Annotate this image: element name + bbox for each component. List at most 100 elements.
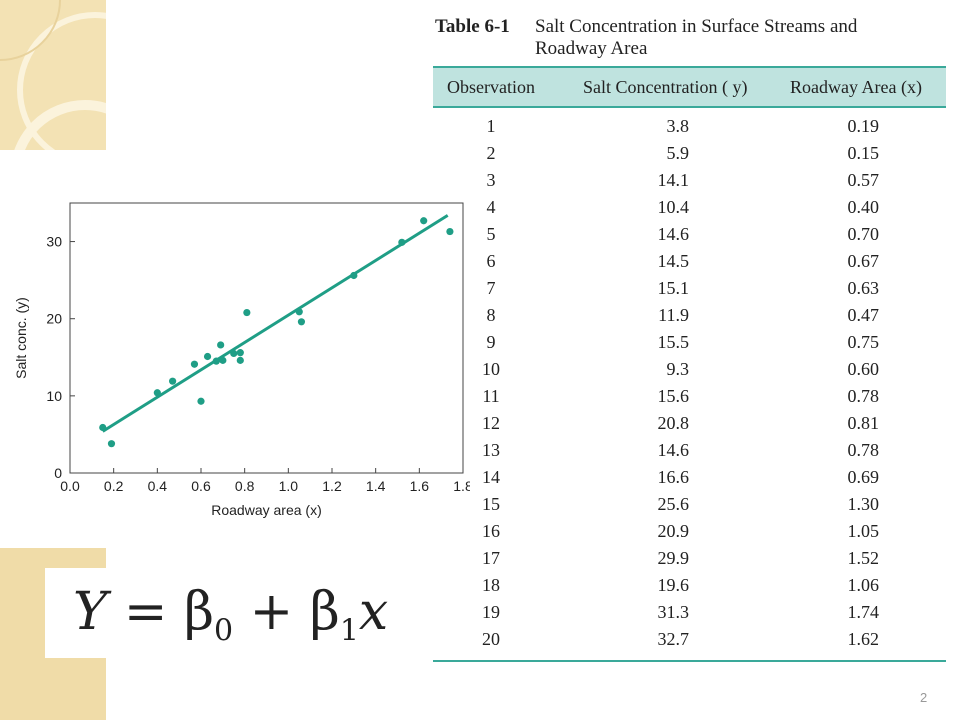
cell-salt-concentration: 14.1: [657, 170, 690, 190]
cell-roadway-area: 0.69: [847, 467, 880, 487]
formula-beta0: β: [183, 582, 215, 642]
cell-observation: 15: [482, 494, 500, 514]
table-row: 2 5.9 0.15: [433, 143, 946, 170]
data-point: [107, 440, 116, 448]
cell-salt-concentration: 20.8: [657, 413, 690, 433]
x-tick-label: 1.6: [410, 478, 430, 494]
header-roadway-area: Roadway Area (x): [790, 77, 922, 97]
table-row: 6 14.5 0.67: [433, 251, 946, 278]
x-tick-label: 0.0: [60, 478, 80, 494]
table-row: 10 9.3 0.60: [433, 359, 946, 386]
data-point: [190, 360, 199, 368]
cell-observation: 20: [482, 629, 500, 649]
data-point: [203, 352, 212, 361]
scatter-chart: 0.0 0.2 0.4 0.6 0.8 1.0 1.2 1.4 1.6 1.8 0 10 20 30 Roa…: [13, 202, 470, 518]
table-row: 12 20.8 0.81: [433, 413, 946, 440]
data-point: [295, 308, 303, 316]
data-point: [350, 271, 358, 280]
cell-roadway-area: 1.30: [847, 494, 880, 514]
table-row: 17 29.9 1.52: [433, 548, 946, 575]
white-gap: [0, 150, 106, 548]
cell-observation: 1: [486, 116, 496, 136]
table-row: 1 3.8 0.19: [433, 116, 946, 143]
cell-salt-concentration: 3.8: [666, 116, 690, 136]
cell-observation: 10: [482, 359, 500, 379]
cell-salt-concentration: 15.6: [657, 386, 690, 406]
data-point: [398, 238, 406, 246]
cell-roadway-area: 1.52: [847, 548, 880, 568]
data-point: [153, 389, 161, 397]
y-tick-label: 0: [54, 465, 62, 481]
cell-observation: 8: [486, 305, 496, 325]
x-tick-label: 0.4: [148, 478, 168, 494]
cell-observation: 4: [486, 197, 496, 217]
x-tick-label: 1.0: [279, 478, 299, 494]
data-point: [99, 423, 107, 432]
data-point: [197, 397, 205, 405]
table-title: Salt Concentration in Surface Streams an…: [535, 16, 935, 60]
table-row: 13 14.6 0.78: [433, 440, 946, 467]
cell-roadway-area: 0.57: [847, 170, 880, 190]
formula-plus: +: [249, 582, 294, 642]
cell-salt-concentration: 32.7: [657, 629, 690, 649]
formula-beta1: β: [309, 582, 340, 642]
page-number: 2: [920, 690, 928, 705]
formula-lhs: Y: [73, 582, 108, 642]
cell-salt-concentration: 14.5: [657, 251, 690, 271]
data-point: [169, 377, 177, 385]
cell-observation: 12: [482, 413, 500, 433]
formula-var: x: [358, 582, 389, 642]
x-tick-label: 0.6: [191, 478, 211, 494]
table-row: 15 25.6 1.30: [433, 494, 946, 521]
cell-roadway-area: 1.05: [847, 521, 880, 541]
table-row: 11 15.6 0.78: [433, 386, 946, 413]
table-row: 3 14.1 0.57: [433, 170, 946, 197]
data-point: [297, 318, 306, 326]
cell-roadway-area: 0.47: [847, 305, 880, 325]
formula-sub1: 1: [339, 613, 359, 649]
table-row: 9 15.5 0.75: [433, 332, 946, 359]
cell-observation: 5: [486, 224, 496, 244]
cell-roadway-area: 0.67: [847, 251, 880, 271]
cell-salt-concentration: 15.1: [657, 278, 690, 298]
header-salt-concentration: Salt Concentration ( y): [583, 77, 748, 97]
cell-roadway-area: 0.19: [847, 116, 880, 136]
table-number: Table 6-1: [435, 16, 510, 37]
cell-observation: 18: [482, 575, 500, 595]
cell-salt-concentration: 14.6: [657, 224, 690, 244]
cell-roadway-area: 0.63: [847, 278, 880, 298]
cell-roadway-area: 1.74: [847, 602, 880, 622]
table-row: 14 16.6 0.69: [433, 467, 946, 494]
x-tick-label: 1.8: [453, 478, 470, 494]
data-point: [236, 349, 244, 357]
table-caption: Table 6-1 Salt Concentration in Surface …: [433, 12, 946, 62]
decorative-top-tile: [0, 0, 106, 150]
cell-salt-concentration: 16.6: [657, 467, 690, 487]
x-tick-label: 0.2: [104, 478, 124, 494]
cell-roadway-area: 0.75: [847, 332, 880, 352]
table-title-line2: Roadway Area: [535, 38, 648, 59]
table-row: 4 10.4 0.40: [433, 197, 946, 224]
y-tick-label: 20: [46, 311, 62, 327]
regression-formula-box: Y = β0 + β1x: [45, 568, 388, 658]
x-tick-label: 1.2: [322, 478, 342, 494]
data-point: [236, 356, 244, 364]
cell-observation: 7: [486, 278, 496, 298]
cell-roadway-area: 0.70: [847, 224, 880, 244]
cell-roadway-area: 0.78: [847, 440, 880, 460]
cell-salt-concentration: 9.3: [666, 359, 690, 379]
cell-salt-concentration: 11.9: [658, 305, 689, 325]
cell-observation: 6: [486, 251, 496, 271]
x-tick-label: 1.4: [366, 478, 386, 494]
data-point: [212, 357, 220, 365]
cell-salt-concentration: 5.9: [666, 143, 690, 163]
cell-observation: 3: [486, 170, 496, 190]
table-title-line1: Salt Concentration in Surface Streams an…: [535, 16, 858, 37]
data-point: [230, 349, 238, 358]
formula-equals: =: [123, 582, 168, 642]
regression-line: [101, 214, 449, 433]
cell-roadway-area: 0.81: [847, 413, 880, 433]
table-bottom-rule: [433, 660, 946, 662]
plot-frame: [69, 202, 464, 474]
table-row: 18 19.6 1.06: [433, 575, 946, 602]
